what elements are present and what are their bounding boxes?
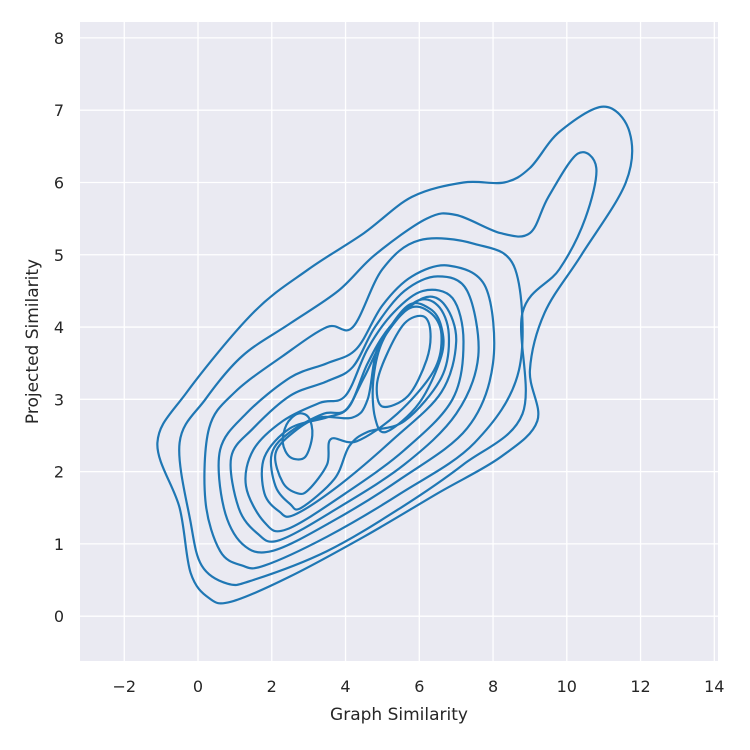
y-tick-label: 5	[54, 246, 64, 265]
x-tick-label: 0	[193, 677, 203, 696]
y-tick-label: 3	[54, 390, 64, 409]
contour-line-level-3	[203, 237, 524, 570]
contour-line-level-10	[371, 302, 445, 434]
x-tick-label: 10	[557, 677, 577, 696]
y-axis-tick-labels: 0 1 2 3 4 5 6 7 8	[54, 29, 64, 626]
x-tick-label: −2	[112, 677, 136, 696]
gridlines	[80, 22, 718, 661]
x-tick-label: 14	[704, 677, 724, 696]
x-axis-label: Graph Similarity	[330, 705, 468, 725]
y-tick-label: 8	[54, 29, 64, 48]
x-tick-label: 4	[340, 677, 350, 696]
y-axis-label: Projected Similarity	[23, 259, 43, 424]
x-axis-tick-labels: −2 0 2 4 6 8 10 12 14	[112, 677, 724, 696]
contour-line-level-2	[178, 151, 598, 587]
contour-lines	[156, 105, 634, 605]
x-tick-label: 6	[414, 677, 424, 696]
x-tick-label: 2	[267, 677, 277, 696]
contour-line-level-1	[156, 105, 634, 605]
contour-line-level-4	[217, 264, 496, 554]
contour-line-level-6	[244, 288, 465, 533]
y-tick-label: 1	[54, 535, 64, 554]
y-tick-label: 7	[54, 101, 64, 120]
y-tick-label: 2	[54, 463, 64, 482]
x-tick-label: 12	[630, 677, 650, 696]
y-tick-label: 4	[54, 318, 64, 337]
contour-line-level-12	[281, 412, 314, 461]
x-tick-label: 8	[488, 677, 498, 696]
y-tick-label: 0	[54, 607, 64, 626]
contour-line-level-5	[229, 275, 480, 543]
contour-line-level-11	[375, 314, 432, 409]
y-tick-label: 6	[54, 173, 64, 192]
